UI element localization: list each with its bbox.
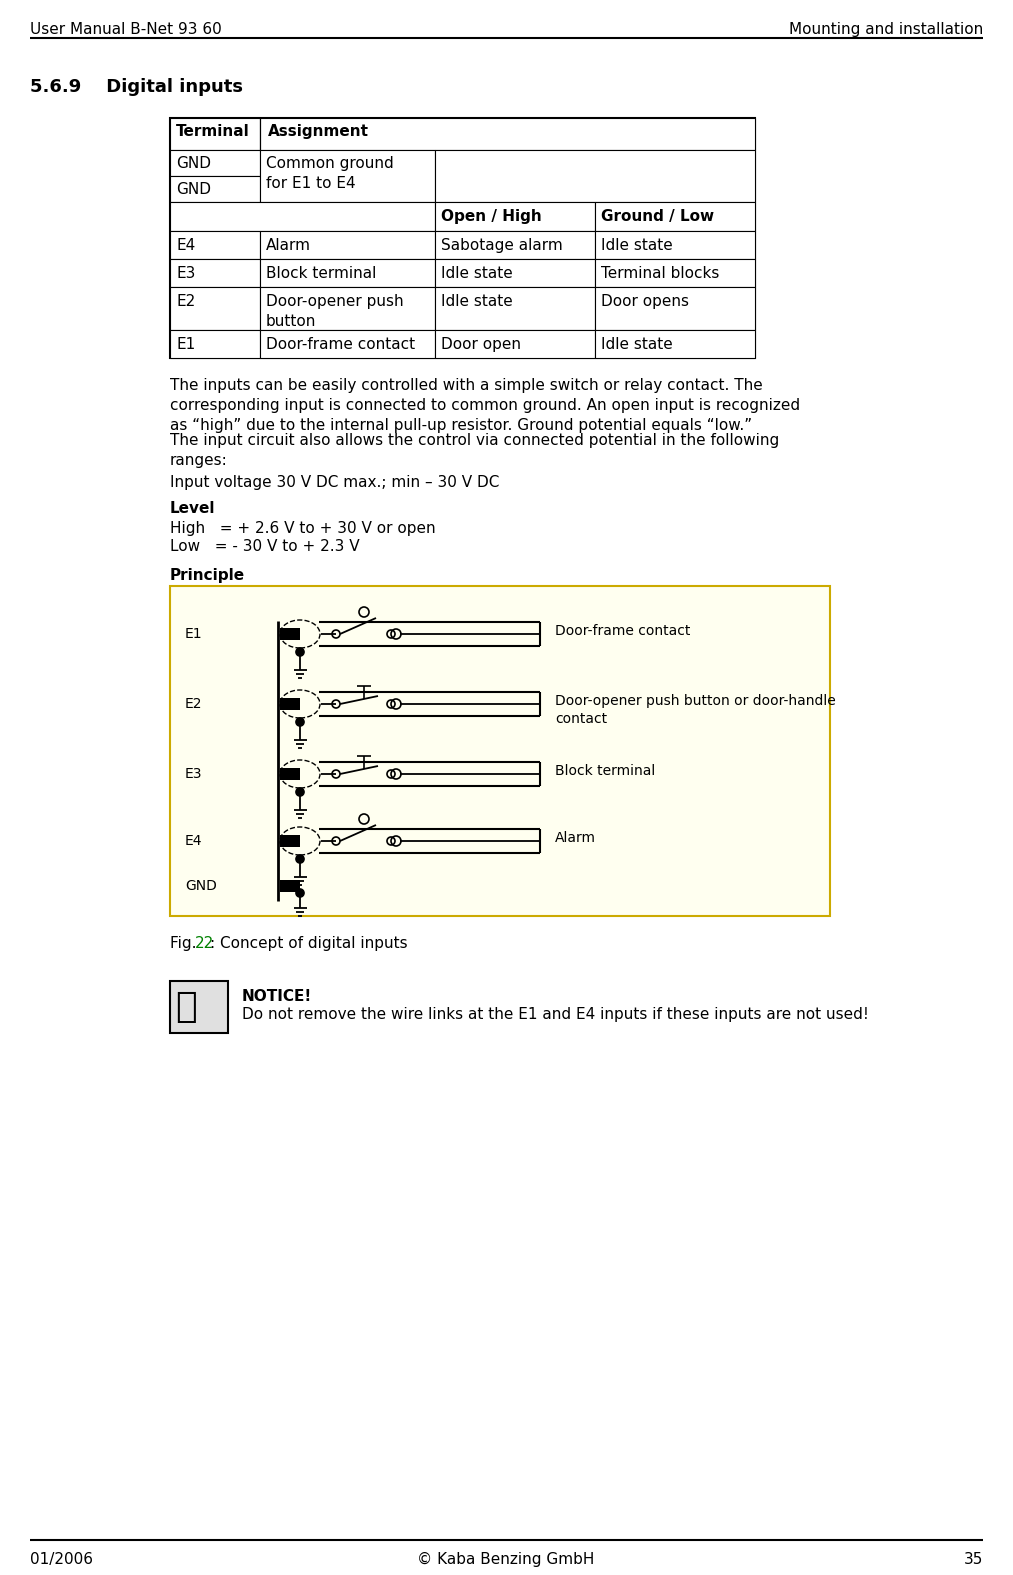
Text: Fig.: Fig. [170,936,202,951]
Text: E4: E4 [185,835,203,847]
Text: Common ground
for E1 to E4: Common ground for E1 to E4 [266,156,394,191]
Text: Door-opener push
button: Door-opener push button [266,295,403,329]
Text: Alarm: Alarm [266,238,311,254]
Bar [260,287,435,331]
Text: E2: E2 [176,295,196,309]
Bar [435,258,595,287]
Text: Block terminal: Block terminal [266,266,377,280]
Bar [280,880,300,891]
Text: Door opens: Door opens [601,295,689,309]
Text: © Kaba Benzing GmbH: © Kaba Benzing GmbH [417,1551,595,1567]
Bar [260,118,755,150]
Text: Door-opener push button or door-handle
contact: Door-opener push button or door-handle c… [555,695,836,726]
Bar [260,258,435,287]
Text: Idle state: Idle state [601,337,673,351]
Text: E1: E1 [176,337,196,351]
Bar [595,331,755,358]
Bar [260,331,435,358]
Text: Open / High: Open / High [441,209,542,224]
Text: Input voltage 30 V DC max.; min – 30 V DC: Input voltage 30 V DC max.; min – 30 V D… [170,476,499,490]
Text: The inputs can be easily controlled with a simple switch or relay contact. The
c: The inputs can be easily controlled with… [170,378,800,433]
Bar [280,769,300,780]
Bar [280,835,300,847]
Bar [170,232,260,258]
Text: E2: E2 [185,698,203,710]
Text: E3: E3 [185,767,203,781]
Bar [170,150,260,176]
Bar [260,232,435,258]
Bar [170,202,435,232]
Text: Idle state: Idle state [441,295,513,309]
Text: 5.6.9    Digital inputs: 5.6.9 Digital inputs [30,79,243,96]
Text: Terminal blocks: Terminal blocks [601,266,719,280]
Bar [435,150,755,202]
Text: GND: GND [176,156,211,172]
Text: Alarm: Alarm [555,832,596,846]
Bar [435,232,595,258]
Text: GND: GND [185,879,217,893]
Text: Level: Level [170,501,216,517]
Text: E3: E3 [176,266,196,280]
Bar [595,258,755,287]
Text: Idle state: Idle state [601,238,673,254]
Circle shape [296,718,304,726]
Text: 35: 35 [963,1551,983,1567]
Text: GND: GND [176,183,211,197]
Text: User Manual B-Net 93 60: User Manual B-Net 93 60 [30,22,222,36]
Text: Idle state: Idle state [441,266,513,280]
Text: 22: 22 [194,936,215,951]
Text: Terminal: Terminal [176,124,250,139]
Text: Door open: Door open [441,337,521,351]
Bar [280,698,300,710]
Text: 01/2006: 01/2006 [30,1551,93,1567]
Bar [435,331,595,358]
Bar [170,287,260,331]
Bar [170,118,260,150]
Text: Do not remove the wire links at the E1 and E4 inputs if these inputs are not use: Do not remove the wire links at the E1 a… [242,1006,869,1022]
Text: E4: E4 [176,238,196,254]
Text: Low   = - 30 V to + 2.3 V: Low = - 30 V to + 2.3 V [170,539,360,554]
Circle shape [296,888,304,898]
Text: Ground / Low: Ground / Low [601,209,714,224]
Bar [170,586,830,917]
Bar [260,150,435,202]
Text: The input circuit also allows the control via connected potential in the followi: The input circuit also allows the contro… [170,433,779,468]
Text: Door-frame contact: Door-frame contact [266,337,415,351]
Circle shape [296,788,304,795]
Bar [170,258,260,287]
Bar [435,287,595,331]
Circle shape [296,855,304,863]
Text: Door-frame contact: Door-frame contact [555,624,691,638]
Text: Sabotage alarm: Sabotage alarm [441,238,563,254]
Bar [595,287,755,331]
Circle shape [296,647,304,657]
Text: Mounting and installation: Mounting and installation [789,22,983,36]
Text: 👉: 👉 [175,991,197,1024]
Bar [170,118,755,358]
Bar [170,981,228,1033]
Bar [595,202,755,232]
Bar [170,176,260,202]
Text: NOTICE!: NOTICE! [242,989,312,1003]
Text: High   = + 2.6 V to + 30 V or open: High = + 2.6 V to + 30 V or open [170,521,436,536]
Text: : Concept of digital inputs: : Concept of digital inputs [210,936,407,951]
Text: Assignment: Assignment [268,124,369,139]
Text: Principle: Principle [170,569,245,583]
Text: E1: E1 [185,627,203,641]
Bar [435,202,595,232]
Bar [595,232,755,258]
Text: Block terminal: Block terminal [555,764,655,778]
Bar [280,628,300,639]
Bar [170,331,260,358]
